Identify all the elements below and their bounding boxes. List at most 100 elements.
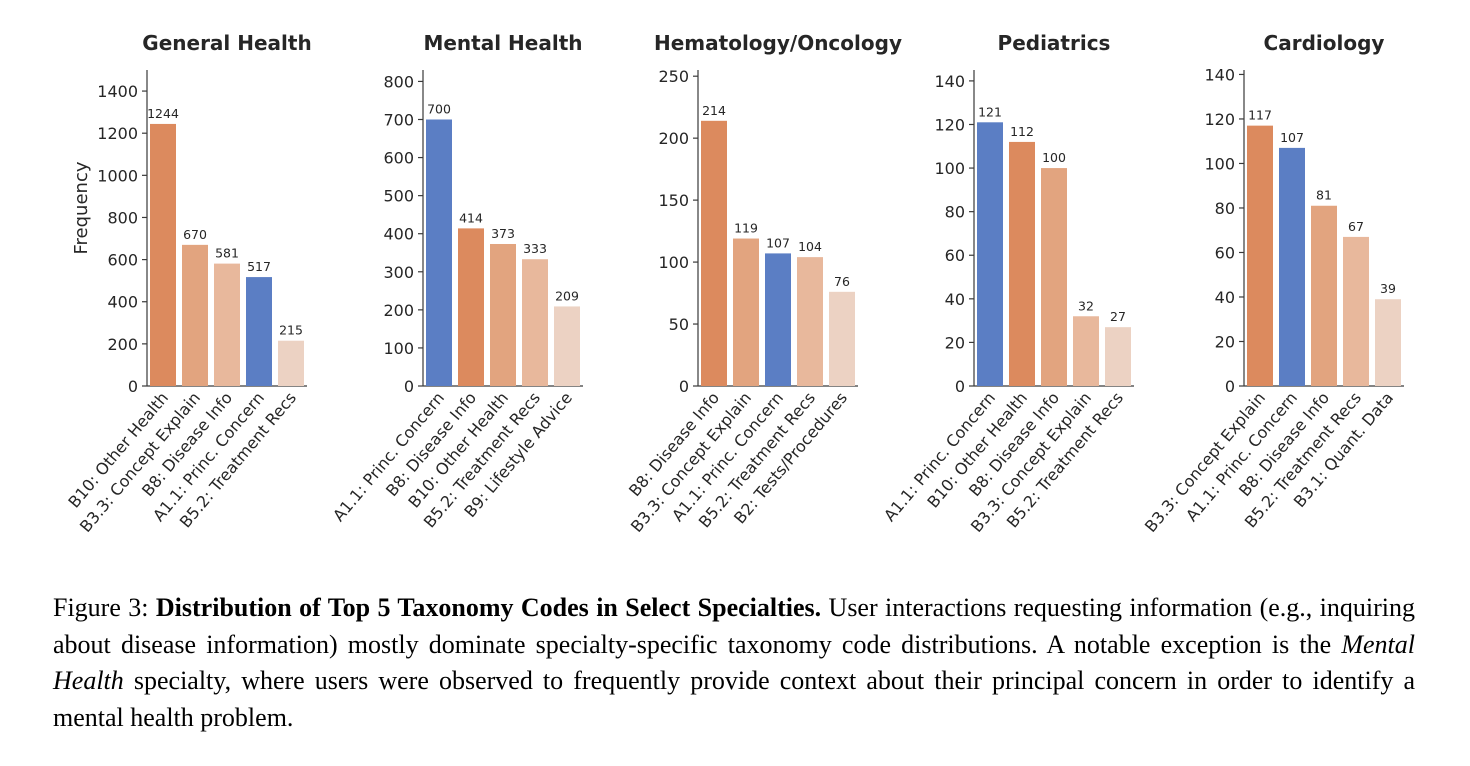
chart-title: Cardiology bbox=[1264, 31, 1385, 55]
data-label: 112 bbox=[1010, 124, 1034, 139]
y-axis-label: Frequency bbox=[71, 161, 92, 254]
bar bbox=[1073, 316, 1099, 386]
data-label: 32 bbox=[1078, 298, 1094, 313]
y-tick-label: 1400 bbox=[97, 82, 138, 101]
bar bbox=[1041, 168, 1067, 386]
data-label: 117 bbox=[1248, 108, 1272, 123]
caption-part1: User interactions requesting information… bbox=[53, 593, 1415, 659]
data-label: 121 bbox=[978, 104, 1002, 119]
y-tick-label: 50 bbox=[669, 315, 689, 334]
bar bbox=[278, 340, 304, 386]
bar bbox=[554, 306, 580, 386]
bar bbox=[246, 277, 272, 386]
bar bbox=[458, 228, 484, 386]
y-tick-label: 150 bbox=[658, 191, 689, 210]
y-tick-label: 80 bbox=[945, 203, 965, 222]
data-label: 209 bbox=[555, 288, 579, 303]
y-tick-label: 0 bbox=[1225, 377, 1235, 396]
y-tick-label: 300 bbox=[383, 263, 414, 282]
data-label: 67 bbox=[1348, 219, 1364, 234]
data-label: 670 bbox=[183, 227, 207, 242]
bar bbox=[182, 244, 208, 386]
y-tick-label: 0 bbox=[955, 377, 965, 396]
data-label: 107 bbox=[1280, 130, 1304, 145]
data-label: 214 bbox=[702, 103, 726, 118]
y-tick-label: 40 bbox=[945, 290, 965, 309]
data-label: 414 bbox=[459, 210, 483, 225]
bar bbox=[1279, 147, 1305, 386]
bar bbox=[426, 119, 452, 387]
y-tick-label: 200 bbox=[658, 129, 689, 148]
y-tick-label: 140 bbox=[934, 72, 965, 91]
y-tick-label: 400 bbox=[107, 293, 138, 312]
y-tick-label: 200 bbox=[383, 301, 414, 320]
bar bbox=[701, 120, 727, 386]
y-tick-label: 1000 bbox=[97, 166, 138, 185]
y-tick-label: 140 bbox=[1204, 65, 1235, 84]
data-label: 119 bbox=[734, 221, 758, 236]
y-tick-label: 250 bbox=[658, 67, 689, 86]
chart-title: Pediatrics bbox=[998, 31, 1111, 55]
y-tick-label: 120 bbox=[934, 115, 965, 134]
bar bbox=[1343, 236, 1369, 386]
data-label: 81 bbox=[1316, 188, 1332, 203]
y-tick-label: 500 bbox=[383, 187, 414, 206]
data-label: 333 bbox=[523, 241, 547, 256]
chart-title: Hematology/Oncology bbox=[654, 31, 902, 55]
y-tick-label: 20 bbox=[945, 333, 965, 352]
y-tick-label: 60 bbox=[1215, 243, 1235, 262]
data-label: 107 bbox=[766, 235, 790, 250]
data-label: 373 bbox=[491, 226, 515, 241]
bar bbox=[733, 238, 759, 386]
y-tick-label: 100 bbox=[1204, 154, 1235, 173]
data-label: 39 bbox=[1380, 281, 1396, 296]
caption-italic: Mental Health bbox=[53, 629, 1415, 696]
caption-part2: specialty, where users were observed to … bbox=[53, 666, 1415, 732]
y-tick-label: 0 bbox=[679, 377, 689, 396]
bar bbox=[1009, 141, 1035, 386]
y-tick-label: 600 bbox=[383, 149, 414, 168]
data-label: 1244 bbox=[147, 106, 179, 121]
bar bbox=[977, 122, 1003, 386]
data-label: 27 bbox=[1110, 309, 1126, 324]
y-tick-label: 200 bbox=[107, 335, 138, 354]
y-tick-label: 120 bbox=[1204, 110, 1235, 129]
bar bbox=[829, 291, 855, 386]
y-tick-label: 100 bbox=[658, 253, 689, 272]
bar bbox=[765, 253, 791, 386]
bar bbox=[1375, 299, 1401, 386]
y-tick-label: 0 bbox=[404, 377, 414, 396]
bar bbox=[214, 263, 240, 386]
y-tick-label: 800 bbox=[107, 208, 138, 227]
y-tick-label: 100 bbox=[934, 159, 965, 178]
data-label: 104 bbox=[798, 239, 822, 254]
data-label: 100 bbox=[1042, 150, 1066, 165]
y-tick-label: 20 bbox=[1215, 332, 1235, 351]
chart-title: General Health bbox=[142, 31, 311, 55]
y-tick-label: 100 bbox=[383, 339, 414, 358]
data-label: 581 bbox=[215, 246, 239, 261]
caption-bold: Distribution of Top 5 Taxonomy Codes in … bbox=[155, 593, 822, 622]
figure-caption: Figure 3: Distribution of Top 5 Taxonomy… bbox=[53, 590, 1415, 736]
bar bbox=[1247, 125, 1273, 387]
bar bbox=[1311, 205, 1337, 386]
y-tick-label: 80 bbox=[1215, 199, 1235, 218]
bar-charts-figure: General Health0200400600800100012001400F… bbox=[64, 31, 1404, 536]
bar bbox=[150, 123, 176, 386]
y-tick-label: 600 bbox=[107, 251, 138, 270]
y-tick-label: 400 bbox=[383, 225, 414, 244]
y-tick-label: 60 bbox=[945, 246, 965, 265]
y-tick-label: 40 bbox=[1215, 288, 1235, 307]
bar bbox=[797, 257, 823, 386]
y-tick-label: 1200 bbox=[97, 124, 138, 143]
bar bbox=[490, 243, 516, 386]
chart-title: Mental Health bbox=[423, 31, 582, 55]
bar bbox=[522, 259, 548, 386]
data-label: 215 bbox=[279, 323, 303, 338]
data-label: 76 bbox=[834, 274, 850, 289]
data-label: 700 bbox=[427, 101, 451, 116]
bar bbox=[1105, 327, 1131, 386]
data-label: 517 bbox=[247, 259, 271, 274]
caption-prefix: Figure 3: bbox=[53, 593, 156, 622]
y-tick-label: 700 bbox=[383, 110, 414, 129]
